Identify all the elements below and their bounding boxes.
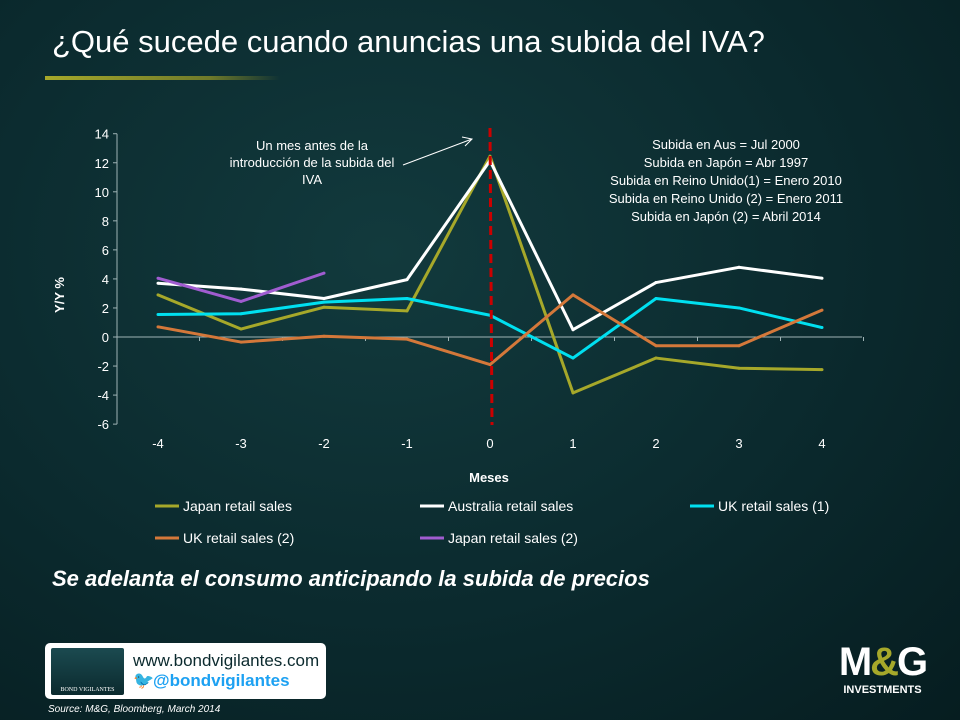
data-point: [322, 297, 326, 301]
arrow-head-icon: [461, 136, 474, 147]
data-point: [405, 297, 409, 301]
data-point: [820, 308, 824, 312]
data-point: [488, 363, 492, 367]
title-underline: [45, 76, 280, 80]
y-tick-label: 2: [102, 301, 109, 316]
brand-sub: INVESTMENTS: [843, 684, 922, 696]
legend-item: Japan retail sales (2): [420, 530, 578, 546]
vat-date-note: Subida en Reino Unido(1) = Enero 2010: [610, 173, 842, 188]
bondvigilantes-banner[interactable]: BOND VIGILANTES www.bondvigilantes.com 🐦…: [45, 643, 326, 699]
data-point: [156, 276, 160, 280]
data-point: [405, 337, 409, 341]
legend-item: Japan retail sales: [155, 498, 292, 514]
y-tick-label: 10: [95, 185, 109, 200]
data-point: [820, 276, 824, 280]
legend-item: Australia retail sales: [420, 498, 573, 514]
data-point: [322, 271, 326, 275]
x-axis-label: Meses: [469, 470, 509, 485]
x-tick-label: 0: [486, 436, 493, 451]
vat-date-note: Subida en Aus = Jul 2000: [652, 137, 800, 152]
x-tick-label: 3: [735, 436, 742, 451]
data-point: [239, 299, 243, 303]
data-point: [654, 281, 658, 285]
data-point: [239, 340, 243, 344]
y-tick-label: -2: [97, 359, 109, 374]
annotation-arrow: [402, 138, 473, 166]
legend-label: UK retail sales (2): [183, 530, 294, 546]
website-link[interactable]: www.bondvigilantes.com: [133, 651, 320, 670]
x-tick-label: -4: [152, 436, 164, 451]
page-title: ¿Qué sucede cuando anuncias una subida d…: [52, 24, 765, 59]
data-point: [405, 309, 409, 313]
y-tick-label: 8: [102, 214, 109, 229]
data-point: [156, 325, 160, 329]
arrow-annotation: Un mes antes de la introducción de la sub…: [230, 138, 395, 187]
vat-date-note: Subida en Japón = Abr 1997: [644, 155, 808, 170]
data-point: [239, 287, 243, 291]
data-point: [737, 344, 741, 348]
y-tick-label: 14: [95, 127, 109, 142]
vat-date-note: Subida en Japón (2) = Abril 2014: [631, 209, 821, 224]
x-tick-label: -3: [235, 436, 247, 451]
source-note: Source: M&G, Bloomberg, March 2014: [48, 704, 221, 715]
logo-text: BOND VIGILANTES: [60, 687, 115, 693]
data-point: [322, 334, 326, 338]
data-point: [156, 281, 160, 285]
x-tick-label: 4: [818, 436, 825, 451]
mg-investments-logo: M&G INVESTMENTS: [825, 640, 940, 696]
legend-item: UK retail sales (1): [690, 498, 829, 514]
legend-label: UK retail sales (1): [718, 498, 829, 514]
data-point: [654, 297, 658, 301]
data-point: [820, 326, 824, 330]
x-tick-label: -1: [401, 436, 413, 451]
y-tick-label: -6: [97, 417, 109, 432]
y-tick-label: -4: [97, 388, 109, 403]
data-point: [405, 278, 409, 282]
legend-item: UK retail sales (2): [155, 530, 294, 546]
twitter-link[interactable]: 🐦@bondvigilantes: [133, 671, 290, 691]
data-point: [737, 265, 741, 269]
data-point: [156, 293, 160, 297]
twitter-handle: @bondvigilantes: [153, 671, 290, 690]
x-tick-label: 2: [652, 436, 659, 451]
data-point: [571, 391, 575, 395]
data-point: [654, 356, 658, 360]
data-point: [239, 327, 243, 331]
legend-label: Australia retail sales: [448, 498, 573, 514]
y-axis-label: Y/Y %: [52, 277, 67, 313]
x-tick-label: 1: [569, 436, 576, 451]
vat-rise-marker-line: [488, 127, 494, 426]
data-point: [820, 368, 824, 372]
y-tick-label: 6: [102, 243, 109, 258]
legend-label: Japan retail sales (2): [448, 530, 578, 546]
y-tick-label: 4: [102, 272, 109, 287]
data-point: [737, 306, 741, 310]
y-tick-label: 0: [102, 330, 109, 345]
bond-vigilantes-logo: BOND VIGILANTES: [51, 648, 124, 695]
legend-label: Japan retail sales: [183, 498, 292, 514]
data-point: [737, 366, 741, 370]
data-point: [156, 312, 160, 316]
data-point: [571, 328, 575, 332]
data-point: [239, 312, 243, 316]
data-point: [571, 293, 575, 297]
x-tick-label: -2: [318, 436, 330, 451]
twitter-icon: 🐦: [133, 671, 155, 690]
data-point: [322, 300, 326, 304]
chart-subtitle: Se adelanta el consumo anticipando la su…: [52, 566, 650, 591]
data-point: [654, 344, 658, 348]
data-point: [322, 305, 326, 309]
vat-date-note: Subida en Reino Unido (2) = Enero 2011: [609, 191, 843, 206]
brand-mark: M&G: [838, 640, 928, 684]
data-point: [571, 356, 575, 360]
y-tick-label: 12: [95, 156, 109, 171]
